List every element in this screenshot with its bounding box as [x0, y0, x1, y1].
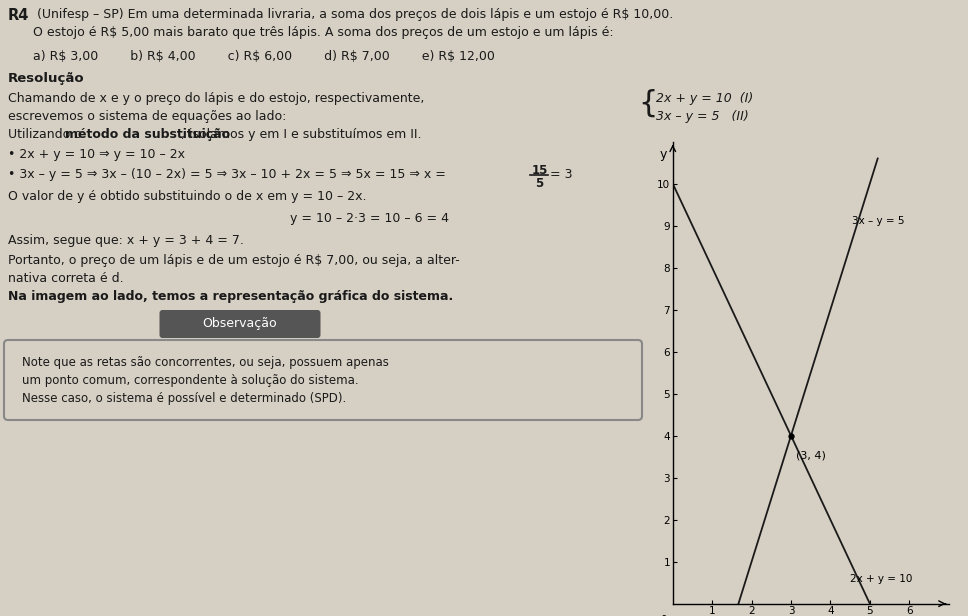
Text: Portanto, o preço de um lápis e de um estojo é R$ 7,00, ou seja, a alter-: Portanto, o preço de um lápis e de um es… [8, 254, 460, 267]
Text: O valor de y é obtido substituindo o de x em y = 10 – 2x.: O valor de y é obtido substituindo o de … [8, 190, 367, 203]
Text: 15: 15 [532, 164, 549, 177]
Text: y = 10 – 2·3 = 10 – 6 = 4: y = 10 – 2·3 = 10 – 6 = 4 [290, 212, 449, 225]
Text: 5: 5 [535, 177, 543, 190]
Text: 3x – y = 5: 3x – y = 5 [852, 216, 904, 225]
Text: {: { [638, 89, 657, 118]
Text: • 3x – y = 5 ⇒ 3x – (10 – 2x) = 5 ⇒ 3x – 10 + 2x = 5 ⇒ 5x = 15 ⇒ x =: • 3x – y = 5 ⇒ 3x – (10 – 2x) = 5 ⇒ 3x –… [8, 168, 450, 181]
Text: Note que as retas são concorrentes, ou seja, possuem apenas: Note que as retas são concorrentes, ou s… [22, 356, 389, 369]
Text: a) R$ 3,00        b) R$ 4,00        c) R$ 6,00        d) R$ 7,00        e) R$ 12: a) R$ 3,00 b) R$ 4,00 c) R$ 6,00 d) R$ 7… [33, 50, 495, 63]
Text: Na imagem ao lado, temos a representação gráfica do sistema.: Na imagem ao lado, temos a representação… [8, 290, 453, 303]
Text: Nesse caso, o sistema é possível e determinado (SPD).: Nesse caso, o sistema é possível e deter… [22, 392, 347, 405]
Text: Chamando de x e y o preço do lápis e do estojo, respectivamente,: Chamando de x e y o preço do lápis e do … [8, 92, 424, 105]
FancyBboxPatch shape [160, 310, 320, 338]
Text: Resolução: Resolução [8, 72, 84, 85]
Text: nativa correta é d.: nativa correta é d. [8, 272, 124, 285]
Text: • 2x + y = 10 ⇒ y = 10 – 2x: • 2x + y = 10 ⇒ y = 10 – 2x [8, 148, 185, 161]
Text: y: y [659, 148, 667, 161]
FancyBboxPatch shape [4, 340, 642, 420]
Text: O estojo é R$ 5,00 mais barato que três lápis. A soma dos preços de um estojo e : O estojo é R$ 5,00 mais barato que três … [33, 26, 614, 39]
Text: escrevemos o sistema de equações ao lado:: escrevemos o sistema de equações ao lado… [8, 110, 287, 123]
Text: 3x – y = 5   (II): 3x – y = 5 (II) [656, 110, 749, 123]
Text: método da substituição: método da substituição [65, 128, 230, 141]
Text: um ponto comum, correspondente à solução do sistema.: um ponto comum, correspondente à solução… [22, 374, 358, 387]
Text: (Unifesp – SP) Em uma determinada livraria, a soma dos preços de dois lápis e um: (Unifesp – SP) Em uma determinada livrar… [33, 8, 674, 21]
Text: R4: R4 [8, 8, 29, 23]
Text: Assim, segue que: x + y = 3 + 4 = 7.: Assim, segue que: x + y = 3 + 4 = 7. [8, 234, 244, 247]
Text: 2x + y = 10: 2x + y = 10 [850, 574, 913, 585]
Text: = 3: = 3 [550, 168, 572, 181]
Text: (3, 4): (3, 4) [796, 450, 826, 460]
Text: Utilizando o: Utilizando o [8, 128, 86, 141]
Text: , isolamos y em I e substituímos em II.: , isolamos y em I e substituímos em II. [181, 128, 421, 141]
Text: Observação: Observação [202, 317, 277, 331]
Text: 2x + y = 10  (I): 2x + y = 10 (I) [656, 92, 753, 105]
